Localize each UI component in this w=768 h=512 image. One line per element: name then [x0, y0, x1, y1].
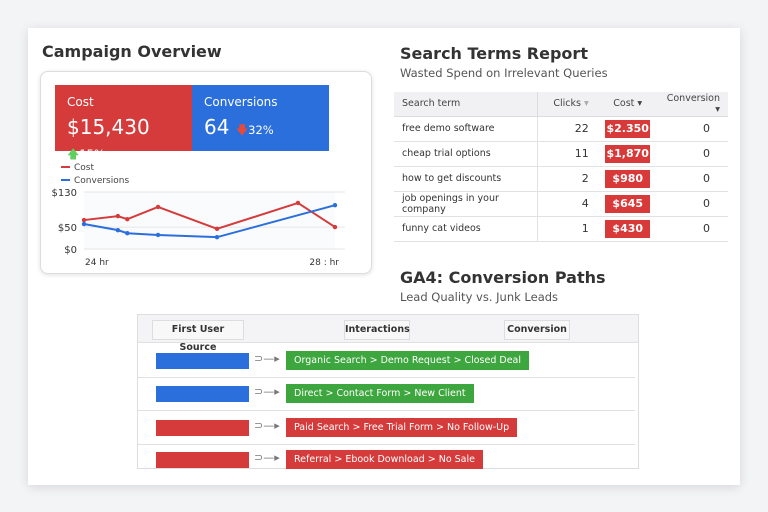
- arrow-right-icon: ⊃—▸: [254, 451, 280, 464]
- path-row[interactable]: ⊃—▸ Organic Search > Demo Request > Clos…: [138, 345, 635, 378]
- legend-label: Conversions: [74, 176, 129, 186]
- table-row[interactable]: job openings in your company 4 $645 0: [394, 191, 728, 217]
- data-point: [81, 221, 87, 227]
- path-row[interactable]: ⊃—▸ Direct > Contact Form > New Client: [138, 378, 635, 411]
- campaign-card: Cost $15,430 🡅15% Conversions 64 🡇32% $0…: [40, 71, 372, 274]
- clicks: 4: [537, 191, 597, 217]
- cost-badge: $645: [605, 194, 651, 213]
- conversions: 0: [658, 141, 728, 167]
- search-term: free demo software: [394, 116, 538, 142]
- path-row[interactable]: ⊃—▸ Referral > Ebook Download > No Sale: [138, 444, 635, 477]
- header-first-user-source[interactable]: First User Source: [152, 320, 244, 353]
- ga4-subtitle: Lead Quality vs. Junk Leads: [400, 290, 559, 304]
- path-row[interactable]: ⊃—▸ Paid Search > Free Trial Form > No F…: [138, 412, 635, 445]
- data-point: [81, 217, 87, 223]
- table-row[interactable]: free demo software 22 $2.350 0: [394, 116, 728, 142]
- conversions-value: 64: [204, 115, 230, 139]
- cost-cell: $980: [596, 166, 659, 192]
- conversions: 0: [658, 216, 728, 242]
- y-tick-label: $0: [64, 245, 77, 256]
- data-point: [295, 200, 301, 206]
- conversions: 0: [658, 166, 728, 192]
- search-term: job openings in your company: [394, 191, 538, 217]
- y-tick-label: $50: [58, 223, 77, 234]
- arrow-right-icon: ⊃—▸: [254, 419, 280, 432]
- conversions-change: 32%: [248, 123, 274, 137]
- data-point: [155, 204, 161, 210]
- plot-area: [84, 192, 335, 249]
- cost-value: $15,430: [67, 115, 150, 139]
- col-search-term[interactable]: Search term: [394, 92, 538, 117]
- data-point: [125, 216, 130, 222]
- source-bar: [156, 452, 249, 468]
- cost-badge: $1,870: [605, 144, 651, 163]
- conversions: 0: [658, 191, 728, 217]
- x-tick-label: 28 : hr: [309, 258, 339, 268]
- cost-cell: $1,870: [596, 141, 659, 167]
- arrow-right-icon: ⊃—▸: [254, 352, 280, 365]
- table-row[interactable]: how to get discounts 2 $980 0: [394, 166, 728, 192]
- search-term: how to get discounts: [394, 166, 538, 192]
- header-conversion[interactable]: Conversion: [504, 320, 570, 340]
- source-bar: [156, 386, 249, 402]
- clicks: 1: [537, 216, 597, 242]
- conversion-paths-panel: First User Source Interactions Conversio…: [137, 314, 639, 469]
- header-interactions[interactable]: Interactions: [344, 320, 410, 340]
- data-point: [125, 231, 130, 236]
- data-point: [332, 202, 338, 208]
- clicks: 2: [537, 166, 597, 192]
- cost-badge: $2.350: [605, 119, 651, 138]
- data-point: [155, 232, 161, 238]
- arrow-right-icon: ⊃—▸: [254, 385, 280, 398]
- table-row[interactable]: cheap trial options 11 $1,870 0: [394, 141, 728, 167]
- data-point: [332, 224, 338, 230]
- arrow-down-icon: 🡇: [235, 123, 249, 137]
- clicks: 22: [537, 116, 597, 142]
- ga4-title: GA4: Conversion Paths: [400, 268, 606, 287]
- conversions-kpi[interactable]: Conversions 64 🡇32%: [192, 85, 329, 151]
- search-term: cheap trial options: [394, 141, 538, 167]
- arrow-up-icon: 🡅: [67, 147, 80, 161]
- col-conversion[interactable]: Conversion ▾: [658, 92, 728, 117]
- data-point: [115, 227, 121, 233]
- y-tick-label: $130: [52, 188, 77, 199]
- cost-cell: $430: [596, 216, 659, 242]
- line-chart: $0 $50 $130 24 hr 28 : hr Cost Conversions: [52, 163, 345, 268]
- cost-change: 15%: [79, 147, 105, 161]
- search-term: funny cat videos: [394, 216, 538, 242]
- conversions-label: Conversions: [204, 95, 278, 109]
- col-cost[interactable]: Cost ▾: [596, 92, 659, 117]
- data-point: [214, 226, 220, 232]
- path-pill: Direct > Contact Form > New Client: [286, 384, 474, 403]
- search-terms-table: Search term Clicks ▾ Cost ▾ Conversion ▾…: [394, 92, 728, 242]
- cost-badge: $980: [605, 169, 651, 188]
- series-line-conversions: [83, 204, 336, 239]
- table-row[interactable]: funny cat videos 1 $430 0: [394, 216, 728, 242]
- data-point: [214, 234, 220, 240]
- clicks: 11: [537, 141, 597, 167]
- cost-badge: $430: [605, 219, 651, 238]
- data-point: [115, 213, 121, 219]
- cost-kpi[interactable]: Cost $15,430 🡅15%: [55, 85, 192, 161]
- source-bar: [156, 353, 249, 369]
- x-tick-label: 24 hr: [85, 258, 109, 268]
- search-terms-title: Search Terms Report: [400, 44, 588, 63]
- path-pill: Paid Search > Free Trial Form > No Follo…: [286, 418, 518, 437]
- cost-label: Cost: [67, 95, 94, 109]
- path-pill: Organic Search > Demo Request > Closed D…: [286, 351, 529, 370]
- campaign-title: Campaign Overview: [42, 42, 222, 61]
- search-terms-subtitle: Wasted Spend on Irrelevant Queries: [400, 66, 608, 80]
- legend-label: Cost: [74, 163, 94, 173]
- cost-cell: $645: [596, 191, 659, 217]
- path-pill: Referral > Ebook Download > No Sale: [286, 450, 483, 469]
- conversions: 0: [658, 116, 728, 142]
- col-clicks[interactable]: Clicks ▾: [537, 92, 597, 117]
- source-bar: [156, 420, 249, 436]
- cost-cell: $2.350: [596, 116, 659, 142]
